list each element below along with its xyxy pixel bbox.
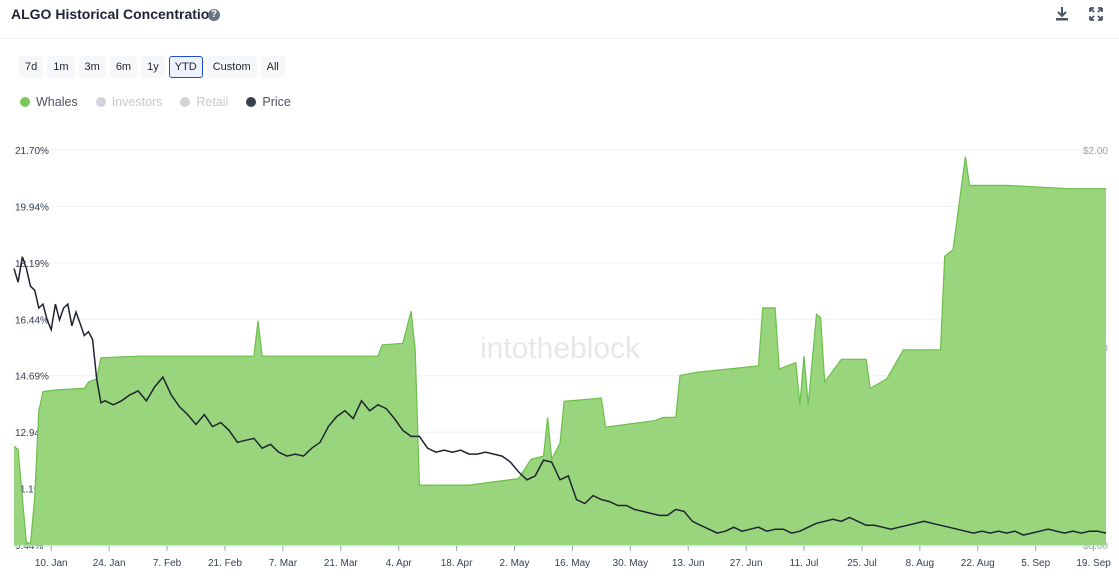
range-button-custom[interactable]: Custom <box>206 56 257 78</box>
x-tick-label: 24. Jan <box>93 558 126 569</box>
x-tick-label: 21. Mar <box>324 558 359 569</box>
y-right-tick-label: $2.00 <box>1083 146 1108 157</box>
expand-icon[interactable] <box>1088 6 1104 22</box>
series-whales-area <box>14 156 1106 545</box>
legend-item-retail[interactable]: Retail <box>180 95 228 109</box>
y-left-tick-label: 16.44% <box>15 315 49 326</box>
legend-label: Investors <box>111 95 163 109</box>
x-tick-label: 21. Feb <box>208 558 242 569</box>
series-whales-line <box>13 156 1106 544</box>
x-tick-label: 22. Aug <box>961 558 995 569</box>
x-tick-label: 11. Jul <box>790 558 819 569</box>
range-button-3m[interactable]: 3m <box>78 56 106 78</box>
question-circle-icon[interactable]: ? <box>208 9 220 21</box>
series-price-line <box>13 256 1107 536</box>
legend-item-whales[interactable]: Whales <box>20 95 78 109</box>
legend-item-investors[interactable]: Investors <box>95 95 163 109</box>
legend-dot <box>180 97 191 107</box>
x-tick-label: 18. Apr <box>441 558 473 569</box>
x-tick-label: 7. Mar <box>269 558 298 569</box>
legend-label: Retail <box>196 95 229 109</box>
range-button-1m[interactable]: 1m <box>47 56 75 78</box>
x-tick-label: 5. Sep <box>1021 558 1050 569</box>
range-button-7d[interactable]: 7d <box>19 56 44 78</box>
legend-label: Whales <box>36 95 78 109</box>
download-icon[interactable] <box>1054 6 1070 22</box>
range-button-all[interactable]: All <box>260 56 285 78</box>
y-left-tick-label: 14.69% <box>15 372 49 383</box>
x-tick-label: 25. Jul <box>847 558 876 569</box>
y-left-tick-label: 18.19% <box>15 259 49 270</box>
x-tick-label: 7. Feb <box>153 558 182 569</box>
range-button-1y[interactable]: 1y <box>141 56 165 78</box>
x-tick-label: 13. Jun <box>672 558 705 569</box>
x-tick-label: 2. May <box>499 558 529 569</box>
x-tick-label: 8. Aug <box>906 558 934 569</box>
legend-item-price[interactable]: Price <box>246 95 291 109</box>
range-button-ytd[interactable]: YTD <box>168 56 203 78</box>
y-left-tick-label: 12.94% <box>15 428 49 439</box>
y-left-tick-label: 21.70% <box>15 146 49 157</box>
range-button-6m[interactable]: 6m <box>109 56 138 78</box>
chart-header: ALGO Historical Concentration ? <box>0 0 1119 39</box>
x-tick-label: 4. Apr <box>386 558 413 569</box>
x-tick-label: 27. Jun <box>730 558 763 569</box>
y-left-tick-label: 11.19% <box>15 485 48 496</box>
x-tick-label: 30. May <box>613 558 649 569</box>
time-range-selector: 7d 1m 3m 6m 1y YTD Custom All <box>19 56 285 78</box>
x-tick-label: 19. Sep <box>1076 558 1111 569</box>
legend-dot <box>95 97 106 107</box>
legend-label: Price <box>262 95 291 109</box>
chart-title: ALGO Historical Concentration <box>11 6 218 22</box>
watermark: intotheblock <box>480 332 641 365</box>
legend-dot <box>246 97 257 107</box>
chart-legend: Whales Investors Retail Price <box>20 95 291 109</box>
legend-dot <box>20 97 30 107</box>
y-left-tick-label: 19.94% <box>15 202 49 213</box>
x-tick-label: 16. May <box>555 558 591 569</box>
x-tick-label: 10. Jan <box>35 558 68 569</box>
